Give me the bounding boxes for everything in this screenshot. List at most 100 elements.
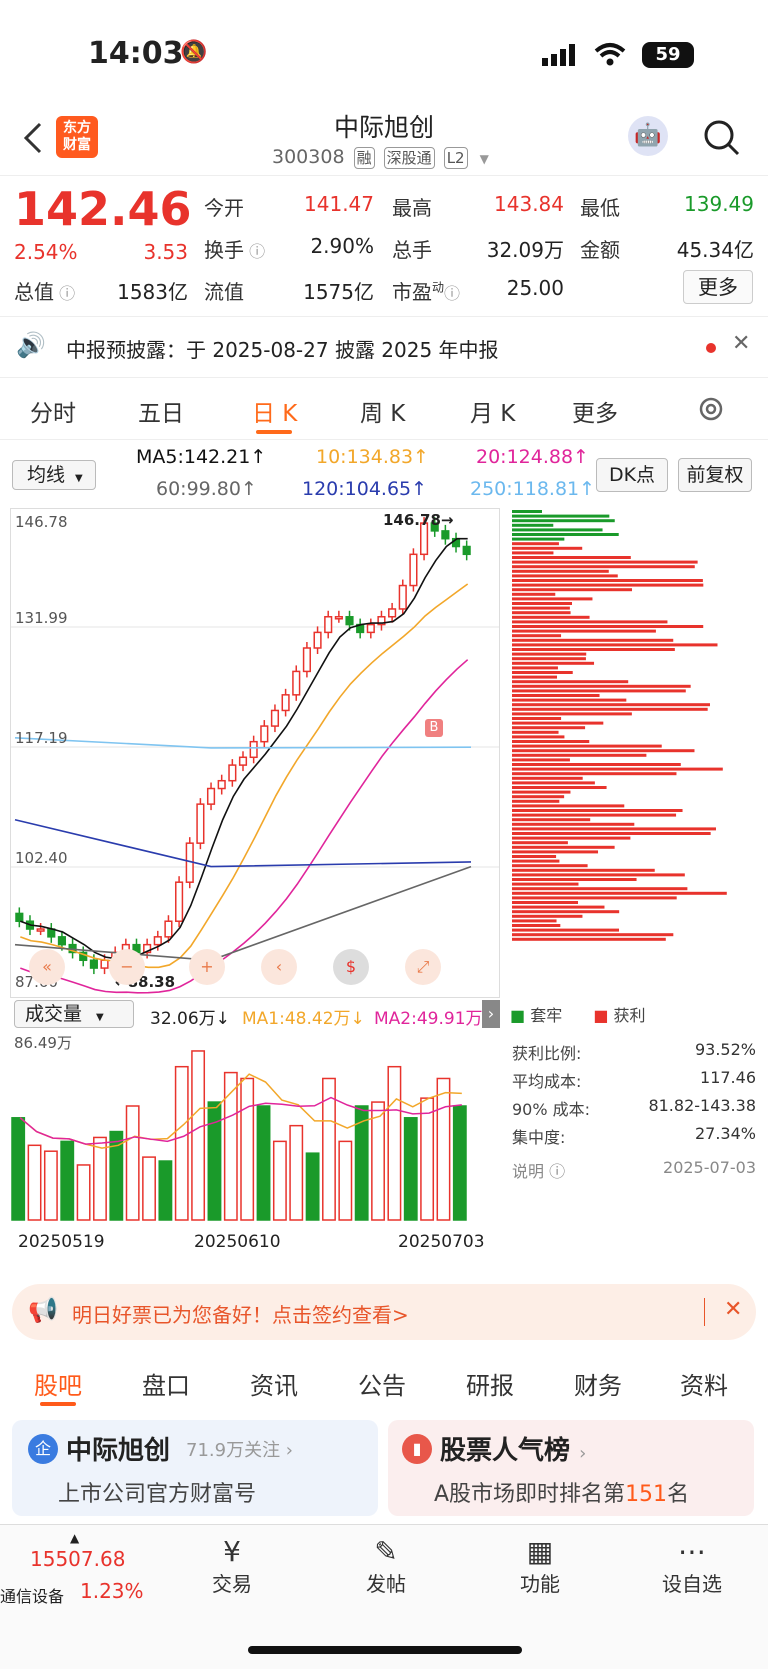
index-name: 通信设备 bbox=[0, 1587, 65, 1606]
candle-body bbox=[238, 756, 248, 766]
candle-body bbox=[366, 623, 375, 634]
volume-expand-icon[interactable]: › bbox=[482, 1000, 500, 1028]
max-price-label: 146.78→ bbox=[383, 511, 454, 529]
chip-bar bbox=[512, 795, 565, 799]
close-promo-icon[interactable]: ✕ bbox=[724, 1297, 743, 1322]
company-card-desc: 上市公司官方财富号 bbox=[58, 1482, 257, 1507]
chip-bar bbox=[512, 510, 542, 513]
robot-avatar-icon[interactable]: 🤖 bbox=[628, 116, 668, 156]
nav-trade[interactable]: ¥ 交易 bbox=[200, 1525, 264, 1597]
chip-bar bbox=[512, 542, 559, 546]
indicator-selector[interactable]: 均线 ▼ bbox=[12, 460, 96, 490]
candle-body bbox=[409, 553, 418, 587]
tab-finance[interactable]: 财务 bbox=[574, 1372, 622, 1400]
amount-value: 45.34亿 bbox=[676, 238, 754, 262]
chip-bar bbox=[512, 703, 710, 707]
chip-bar bbox=[512, 790, 571, 794]
popularity-card[interactable]: ▮ 股票人气榜 › A股市场即时排名第151名 bbox=[388, 1420, 754, 1516]
volume-bar bbox=[354, 1105, 369, 1221]
mktcap-label[interactable]: 总值 ⓘ bbox=[14, 280, 76, 304]
ma120-line bbox=[14, 818, 472, 868]
dk-point-button[interactable]: DK点 bbox=[596, 458, 668, 492]
candle-body bbox=[302, 647, 311, 673]
chip-bar bbox=[512, 726, 586, 730]
nav-post[interactable]: ✎ 发帖 bbox=[354, 1525, 418, 1597]
tab-daily-k[interactable]: 日 K bbox=[252, 401, 298, 427]
volume-bar bbox=[191, 1050, 206, 1221]
volume-bar bbox=[11, 1117, 26, 1221]
prev-icon[interactable]: ‹ bbox=[261, 949, 297, 985]
tab-research[interactable]: 研报 bbox=[466, 1372, 514, 1400]
close-icon[interactable]: ✕ bbox=[732, 331, 751, 356]
candle-body bbox=[15, 912, 24, 922]
chip-bar bbox=[512, 832, 711, 835]
index-arrow-icon: ▲ bbox=[70, 1531, 80, 1545]
expand-icon[interactable]: ⤢ bbox=[405, 949, 441, 985]
chip-bar bbox=[512, 744, 662, 748]
index-value[interactable]: 15507.68 bbox=[30, 1547, 126, 1571]
chip-bar bbox=[512, 758, 570, 762]
promo-banner[interactable]: 📢 明日好票已为您备好！点击签约查看> ✕ bbox=[12, 1284, 756, 1340]
tab-profile[interactable]: 资料 bbox=[680, 1372, 728, 1400]
more-quote-button[interactable]: 更多 bbox=[683, 270, 753, 304]
tab-more[interactable]: 更多 bbox=[572, 401, 618, 427]
dollar-icon[interactable]: $ bbox=[333, 949, 369, 985]
notice-bar[interactable]: 🔊 中报预披露：于 2025-08-27 披露 2025 年中报 ✕ bbox=[0, 316, 768, 378]
margin-tag: 融 bbox=[353, 147, 375, 169]
tab-orderbook[interactable]: 盘口 bbox=[142, 1372, 190, 1400]
volume-bar bbox=[256, 1105, 271, 1221]
candle-body bbox=[164, 920, 173, 938]
ma-legend: 均线 ▼ MA5:142.21↑ 10:134.83↑ 20:124.88↑ 60… bbox=[0, 440, 768, 508]
turnover-label[interactable]: 换手 ⓘ bbox=[204, 238, 266, 262]
change-amt: 3.53 bbox=[143, 240, 188, 264]
chip-bar bbox=[512, 836, 631, 840]
tab-announcements[interactable]: 公告 bbox=[358, 1372, 406, 1400]
chip-bar bbox=[512, 579, 703, 582]
nav-add-watch[interactable]: ⋯ 设自选 bbox=[650, 1525, 734, 1597]
volume-bar bbox=[207, 1101, 222, 1221]
nav-functions[interactable]: ▦ 功能 bbox=[508, 1525, 572, 1597]
volume-ma2-line bbox=[19, 1096, 462, 1145]
volume-chart[interactable]: 成交量 ▼ 32.06万↓ MA1:48.42万↓ MA2:49.91万 › 86… bbox=[10, 1000, 500, 1270]
chip-bar bbox=[512, 551, 554, 555]
tab-5day[interactable]: 五日 bbox=[138, 401, 184, 427]
volume-bar bbox=[305, 1152, 320, 1221]
volume-ma1-line bbox=[19, 1073, 462, 1149]
volume-max-label: 86.49万 bbox=[14, 1034, 72, 1052]
volume-label: 总手 bbox=[392, 238, 432, 262]
kline-chart[interactable]: 146.78 131.99 117.19 102.40 87.60 146.78… bbox=[10, 508, 500, 998]
rewind-icon[interactable]: « bbox=[29, 949, 65, 985]
quote-panel: 142.46 2.54% 3.53 总值 ⓘ 1583亿 今开 141.47 换… bbox=[0, 178, 768, 316]
pe-label[interactable]: 市盈动ⓘ bbox=[392, 280, 461, 304]
stock-code-row: 300308 融 深股通 L2 ▼ bbox=[272, 146, 489, 169]
candle-body bbox=[313, 631, 322, 649]
company-card[interactable]: 企 中际旭创 71.9万关注 › 上市公司官方财富号 bbox=[12, 1420, 378, 1516]
search-icon[interactable] bbox=[702, 118, 742, 158]
tab-forum[interactable]: 股吧 bbox=[34, 1372, 82, 1400]
back-icon[interactable] bbox=[22, 120, 44, 156]
adjust-button[interactable]: 前复权 bbox=[678, 458, 752, 492]
tab-weekly-k[interactable]: 周 K bbox=[360, 401, 406, 427]
chip-bar bbox=[512, 781, 595, 785]
candle-body bbox=[270, 709, 280, 727]
volume-selector[interactable]: 成交量 ▼ bbox=[14, 1000, 134, 1028]
dropdown-icon[interactable]: ▼ bbox=[479, 152, 489, 166]
candle-body bbox=[206, 787, 216, 805]
popularity-title: 股票人气榜 › bbox=[440, 1436, 587, 1466]
zoom-out-icon[interactable]: − bbox=[109, 949, 145, 985]
chip-bar bbox=[512, 924, 561, 927]
chip-stat-value-2: 81.82-143.38 bbox=[648, 1096, 756, 1115]
zoom-in-icon[interactable]: + bbox=[189, 949, 225, 985]
tab-monthly-k[interactable]: 月 K bbox=[470, 401, 516, 427]
chip-bar bbox=[512, 546, 583, 550]
tab-news[interactable]: 资讯 bbox=[250, 1372, 298, 1400]
chip-bar bbox=[512, 818, 591, 822]
chip-bar bbox=[512, 776, 583, 780]
buy-marker[interactable]: B bbox=[425, 719, 443, 737]
settings-icon[interactable] bbox=[696, 394, 726, 424]
tab-intraday[interactable]: 分时 bbox=[30, 401, 76, 427]
chip-bar bbox=[512, 634, 562, 638]
candle-body bbox=[217, 779, 226, 790]
chip-note[interactable]: 说明 ⓘ bbox=[512, 1162, 566, 1181]
chip-bar bbox=[512, 523, 554, 527]
